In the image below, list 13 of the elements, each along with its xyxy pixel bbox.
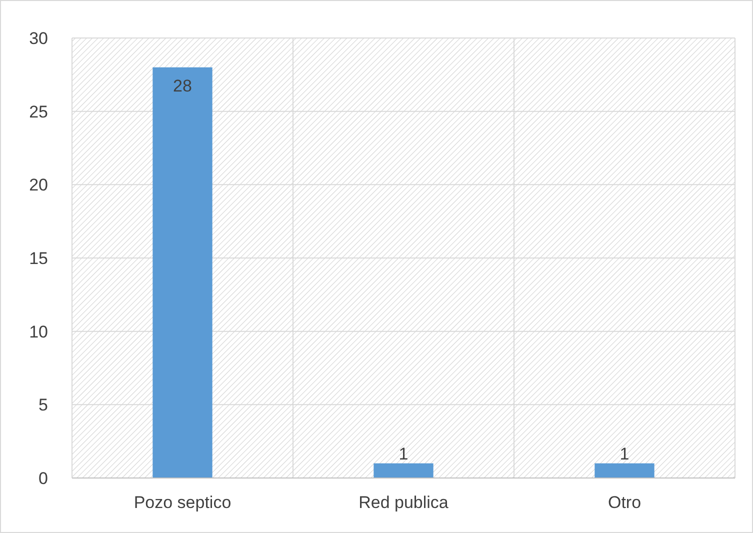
x-tick-label: Red publica (358, 493, 449, 512)
x-tick-label: Pozo septico (134, 493, 232, 512)
y-tick-label: 5 (38, 396, 48, 415)
y-tick-label: 0 (38, 469, 48, 488)
y-tick-label: 10 (29, 322, 48, 342)
data-label: 1 (398, 444, 408, 464)
data-label: 28 (173, 76, 192, 96)
y-tick-label: 25 (29, 102, 48, 122)
x-tick-label: Otro (608, 493, 642, 512)
y-tick-label: 30 (29, 29, 48, 48)
y-tick-label: 20 (29, 176, 48, 195)
y-tick-label: 15 (29, 249, 48, 268)
data-label: 1 (620, 444, 630, 464)
